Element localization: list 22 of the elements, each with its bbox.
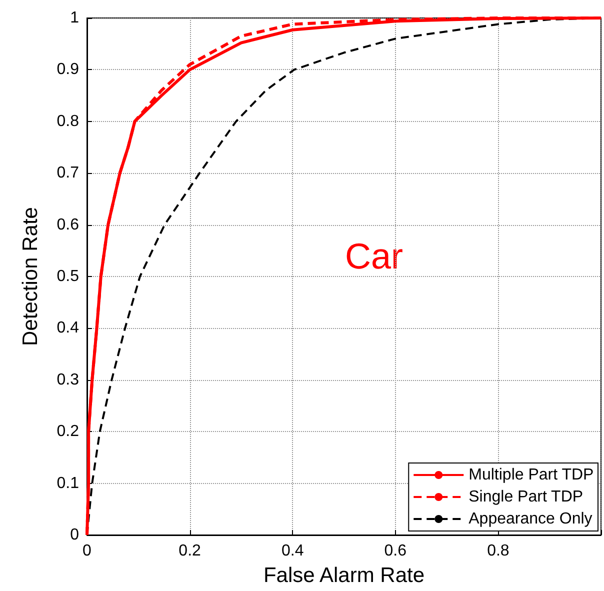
y-tick-label: 0.3: [56, 371, 80, 388]
y-axis-title: Detection Rate: [19, 207, 42, 346]
y-tick-label: 0.1: [56, 474, 80, 492]
legend-label: Appearance Only: [468, 510, 592, 528]
y-tick-label: 0: [70, 526, 80, 544]
x-axis-title: False Alarm Rate: [263, 564, 425, 587]
y-tick-label: 1: [70, 10, 80, 26]
x-tick-label: 0: [82, 542, 92, 560]
x-tick-label: 0.2: [178, 542, 202, 560]
x-tick-label: 0.8: [487, 542, 510, 560]
y-tick-label: 0.4: [56, 320, 80, 337]
annotation: Car: [345, 236, 404, 276]
x-tick-label: 0.6: [384, 542, 407, 560]
legend-label: Single Part TDP: [468, 488, 584, 506]
y-tick-label: 0.6: [56, 216, 80, 234]
y-tick-label: 0.8: [56, 112, 80, 130]
y-tick-label: 0.7: [56, 164, 80, 182]
y-tick-label: 0.5: [56, 268, 80, 285]
y-tick-label: 0.2: [56, 423, 80, 440]
y-tick-label: 0.9: [56, 61, 80, 78]
x-tick-label: 0.4: [281, 542, 304, 560]
legend-label: Multiple Part TDP: [468, 466, 594, 484]
